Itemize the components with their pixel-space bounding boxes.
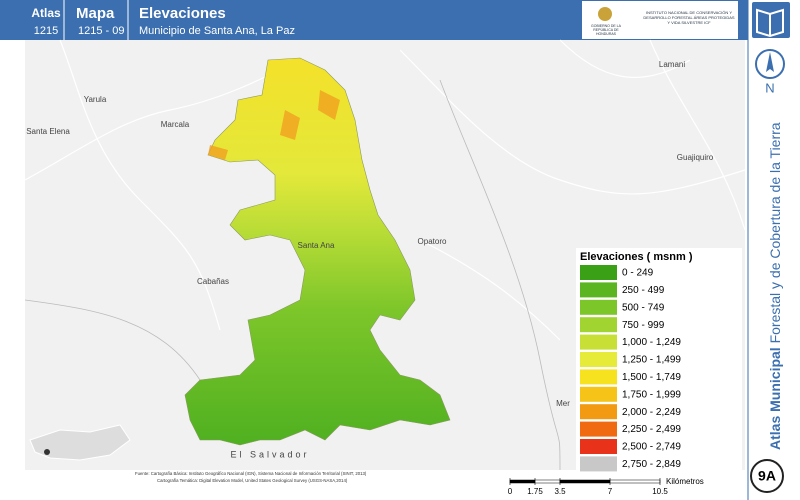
legend-label: 1,250 - 1,499 <box>622 355 681 366</box>
legend-swatch <box>580 334 617 350</box>
page-number: 9A <box>758 468 776 484</box>
logo-left: GOBIERNO DE LA REPÚBLICA DE HONDURAS <box>591 24 621 36</box>
legend-label: 500 - 749 <box>622 302 665 313</box>
source-line-2: Cartografía Temática: Digital Elevation … <box>157 478 348 483</box>
legend-swatch <box>580 404 617 420</box>
book-icon <box>756 8 784 38</box>
scale-unit: Kilómetros <box>666 477 704 486</box>
title: Elevaciones <box>139 5 226 22</box>
legend-swatch <box>580 369 617 385</box>
road <box>24 59 301 181</box>
road <box>419 239 561 341</box>
emblem <box>598 7 612 21</box>
place-label: Lamani <box>659 60 685 69</box>
legend-label: 1,500 - 1,749 <box>622 372 681 383</box>
legend-title: Elevaciones ( msnm ) <box>580 251 693 263</box>
place-label: Santa Ana <box>298 241 335 250</box>
series-bold: Atlas Municipal <box>767 347 783 450</box>
legend: Elevaciones ( msnm ) 0 - 249 250 - 499 500… <box>576 248 742 472</box>
logo-right: INSTITUTO NACIONAL DE CONSERVACIÓN Y DES… <box>643 10 735 25</box>
place-label: El Salvador <box>230 449 309 459</box>
border <box>24 299 201 381</box>
scale-segment <box>534 479 561 484</box>
scale-label: 10.5 <box>652 487 668 496</box>
map-number: 1215 - 09 <box>78 25 124 37</box>
legend-swatch <box>580 299 617 315</box>
roads <box>24 39 746 341</box>
legend-swatch <box>580 386 617 402</box>
road <box>399 49 746 195</box>
logo-right-text: INSTITUTO NACIONAL DE CONSERVACIÓN Y DES… <box>643 10 735 25</box>
series-title: Atlas Municipal Forestal y de Cobertura … <box>767 122 783 450</box>
place-label: Marcala <box>161 120 190 129</box>
legend-label: 1,000 - 1,249 <box>622 337 681 348</box>
scale-label: 7 <box>608 487 613 496</box>
border <box>439 79 561 471</box>
high-terrain <box>208 90 340 160</box>
legend-label: 2,500 - 2,749 <box>622 442 681 453</box>
road <box>559 39 691 79</box>
north-label: N <box>765 80 774 95</box>
legend-swatch <box>580 265 617 280</box>
scale-label: 1.75 <box>527 487 543 496</box>
legend-label: 2,250 - 2,499 <box>622 424 681 435</box>
legend-label: 750 - 999 <box>622 320 665 331</box>
place-label: Cabañas <box>197 277 229 286</box>
legend-label: 1,750 - 1,999 <box>622 389 681 400</box>
locator-map <box>29 424 131 461</box>
legend-label: 2,750 - 2,849 <box>622 459 681 470</box>
legend-swatch <box>580 282 617 298</box>
road <box>59 39 221 331</box>
source-line-1: Fuente: Cartografía Básica: Instituto Ge… <box>135 471 367 476</box>
north-arrow <box>766 52 774 72</box>
place-label: Opatoro <box>418 237 447 246</box>
legend-swatch <box>580 456 617 472</box>
scale-segment <box>559 479 611 484</box>
page-circle <box>750 459 784 493</box>
borders <box>24 79 561 471</box>
legend-label: 250 - 499 <box>622 285 665 296</box>
locator-dot <box>44 449 50 455</box>
atlas-label: Atlas <box>31 6 61 20</box>
municipality <box>184 57 451 446</box>
place-labels: Yarula Marcala Santa Elena Guajiquiro Lamani… <box>26 60 714 459</box>
scale-segment <box>509 479 536 484</box>
place-label: Yarula <box>84 95 107 104</box>
logo-left-text: GOBIERNO DE LA REPÚBLICA DE HONDURAS <box>591 24 621 36</box>
legend-label: 2,000 - 2,249 <box>622 407 681 418</box>
legend-swatch <box>580 317 617 333</box>
series-rest: Forestal y de Cobertura de la Tierra <box>767 122 783 343</box>
legend-label: 0 - 249 <box>622 268 654 279</box>
subtitle: Municipio de Santa Ana, La Paz <box>139 25 295 37</box>
place-label: Santa Elena <box>26 127 70 136</box>
place-label: Guajiquiro <box>677 153 714 162</box>
legend-swatch <box>580 421 617 437</box>
map-label: Mapa <box>76 5 115 22</box>
place-label: Mer <box>556 399 570 408</box>
scale-label: 3.5 <box>554 487 566 496</box>
legend-swatch <box>580 352 617 367</box>
atlas-number: 1215 <box>34 25 58 37</box>
road <box>649 39 746 231</box>
legend-swatch <box>580 439 617 454</box>
scale-label: 0 <box>508 487 513 496</box>
scale-segment <box>609 479 661 484</box>
